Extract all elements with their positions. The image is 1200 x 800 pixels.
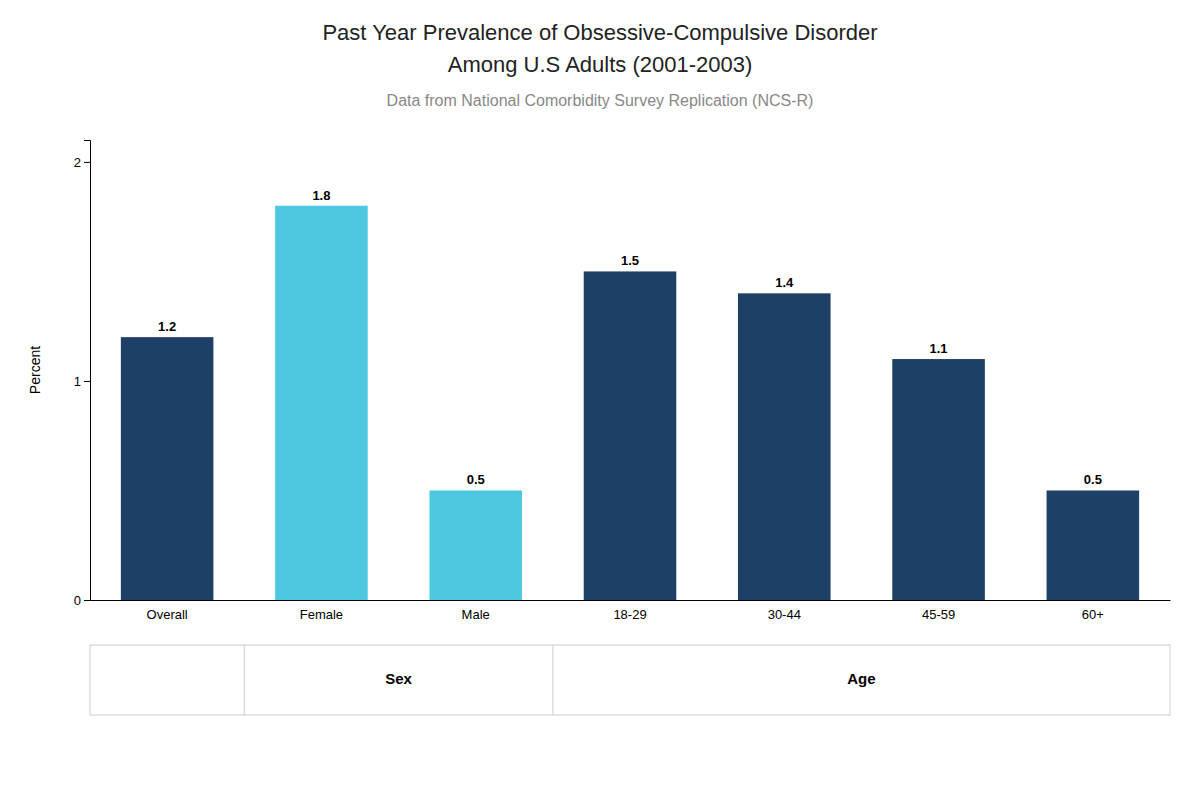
x-tick-label: 60+ [1082, 607, 1104, 622]
bar [429, 490, 522, 600]
x-tick: 18-29 [613, 607, 646, 622]
x-tick: Male [462, 607, 490, 622]
x-axis: Overall Female Male 18-29 30-44 45-59 60+ [91, 601, 1171, 623]
group-label: Sex [385, 670, 412, 687]
plot: 1.2 1.8 0.5 1.5 1.4 1.1 0.5 0 1 2 Overall Female Mal… [74, 141, 1171, 716]
x-tick-label: Overall [147, 607, 188, 622]
data-label: 1.1 [930, 341, 948, 356]
data-labels: 1.2 1.8 0.5 1.5 1.4 1.1 0.5 [158, 188, 1102, 488]
x-tick: 30-44 [768, 607, 801, 622]
y-tick-label: 1 [74, 374, 81, 389]
y-tick: 2 [74, 155, 90, 170]
subtitle: Data from National Comorbidity Survey Re… [387, 92, 814, 109]
bars [121, 206, 1139, 600]
group-table-frame [90, 645, 1170, 715]
y-axis: 0 1 2 [74, 141, 91, 608]
x-tick-label: Female [300, 607, 343, 622]
bar [738, 293, 831, 600]
title: Past Year Prevalence of Obsessive-Compul… [322, 20, 877, 45]
bar [584, 271, 677, 600]
data-label: 1.2 [158, 319, 176, 334]
group-divider [552, 645, 553, 715]
data-label: 1.8 [312, 188, 330, 203]
data-label: 0.5 [1084, 472, 1102, 487]
x-tick: Overall [147, 607, 188, 622]
data-label: 0.5 [467, 472, 485, 487]
bar [121, 337, 214, 600]
data-label: 1.4 [775, 275, 794, 290]
y-tick-label: 0 [74, 593, 81, 608]
y-tick-mark [84, 381, 90, 382]
x-tick-label: 18-29 [613, 607, 646, 622]
group-table: Sex Age [90, 645, 1170, 715]
y-axis-title: Percent [27, 346, 43, 394]
x-axis-line [91, 600, 1171, 601]
chart: Past Year Prevalence of Obsessive-Compul… [0, 0, 1200, 800]
y-tick-mark [84, 600, 90, 601]
y-axis-line [84, 141, 91, 601]
title: Among U.S Adults (2001-2003) [448, 52, 753, 77]
data-label: 1.5 [621, 253, 639, 268]
x-tick: 45-59 [922, 607, 955, 622]
x-tick-label: 45-59 [922, 607, 955, 622]
y-tick-mark [84, 162, 90, 163]
bar [275, 206, 368, 600]
y-tick-label: 2 [74, 155, 81, 170]
y-tick: 1 [74, 374, 90, 389]
y-tick: 0 [74, 593, 90, 608]
x-tick: 60+ [1082, 607, 1104, 622]
x-tick-label: 30-44 [768, 607, 801, 622]
x-tick-label: Male [462, 607, 490, 622]
bar [892, 359, 985, 600]
group-divider [244, 645, 245, 715]
group-label: Age [847, 670, 875, 687]
bar [1047, 490, 1140, 600]
x-tick: Female [300, 607, 343, 622]
